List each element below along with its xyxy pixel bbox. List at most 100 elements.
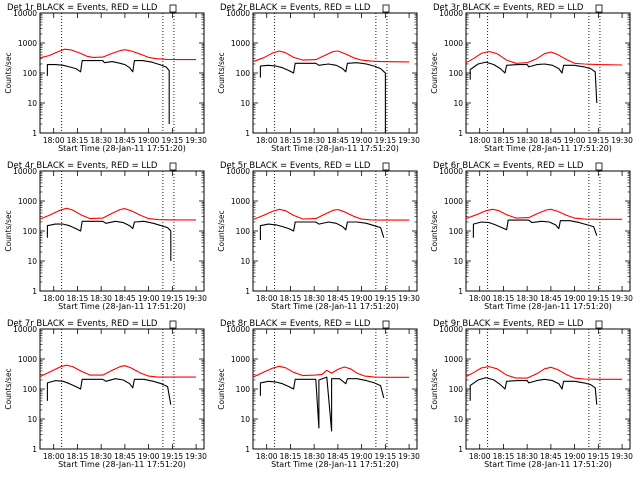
x-tick-label: 18:15 xyxy=(280,136,302,145)
x-tick-label: 18:15 xyxy=(493,136,515,145)
y-tick-label: 1 xyxy=(245,445,250,454)
chart-title: Det 2r BLACK = Events, RED = LLD xyxy=(220,3,371,13)
chart-panel-8: Det 8r BLACK = Events, RED = LLD 1 10 100 10… xyxy=(217,319,420,469)
chart-panel-6: Det 6r BLACK = Events, RED = LLD 1 10 100 10… xyxy=(430,161,633,311)
y-tick-label: 100 xyxy=(449,385,464,394)
y-tick-label: 100 xyxy=(236,385,251,394)
y-tick-label: 10 xyxy=(240,415,250,424)
chart-panel-1: Det 1r BLACK = Events, RED = LLD 1 10 100 10… xyxy=(4,3,207,153)
y-tick-label: 10000 xyxy=(226,325,250,334)
lld-rate-line xyxy=(252,365,410,378)
y-tick-label: 10000 xyxy=(13,325,37,334)
chart-panel-7: Det 7r BLACK = Events, RED = LLD 1 10 100 10… xyxy=(4,319,207,469)
chart-title: Det 1r BLACK = Events, RED = LLD xyxy=(7,3,158,13)
x-tick-label: 18:30 xyxy=(516,136,538,145)
y-tick-label: 100 xyxy=(23,69,38,78)
lld-rate-line xyxy=(39,364,197,378)
lld-rate-line xyxy=(465,208,623,220)
y-tick-label: 10 xyxy=(27,99,37,108)
events-rate-line xyxy=(46,378,172,405)
x-tick-label: 18:45 xyxy=(327,452,349,461)
y-tick-label: 10 xyxy=(453,99,463,108)
events-rate-line xyxy=(472,219,598,238)
x-tick-label: 19:30 xyxy=(398,136,420,145)
x-axis-label: Start Time (28-Jan-11 17:51:20) xyxy=(484,302,612,311)
y-tick-label: 1000 xyxy=(231,39,250,48)
chart-panel-4: Det 4r BLACK = Events, RED = LLD 1 10 100 10… xyxy=(4,161,207,311)
x-tick-label: 18:15 xyxy=(67,136,89,145)
x-tick-label: 18:30 xyxy=(516,294,538,303)
plot-frame xyxy=(465,12,631,134)
x-tick-label: 19:15 xyxy=(588,294,610,303)
y-tick-label: 10000 xyxy=(439,325,463,334)
x-tick-label: 18:30 xyxy=(90,452,112,461)
chart-title: Det 5r BLACK = Events, RED = LLD xyxy=(220,161,371,171)
y-tick-label: 1 xyxy=(458,445,463,454)
y-tick-label: 1000 xyxy=(231,355,250,364)
x-tick-label: 18:30 xyxy=(90,136,112,145)
x-tick-label: 18:45 xyxy=(114,452,136,461)
x-tick-label: 19:15 xyxy=(375,452,397,461)
y-axis-label: Counts/sec xyxy=(430,210,439,251)
lld-rate-line xyxy=(39,48,197,61)
events-rate-line xyxy=(469,61,598,104)
y-tick-label: 100 xyxy=(236,227,251,236)
lld-rate-line xyxy=(252,50,410,63)
x-tick-label: 19:30 xyxy=(611,294,633,303)
lld-rate-line xyxy=(465,366,623,380)
y-tick-label: 10000 xyxy=(13,9,37,18)
x-tick-label: 19:30 xyxy=(185,294,207,303)
x-tick-label: 18:00 xyxy=(256,294,278,303)
x-tick-label: 19:15 xyxy=(162,452,184,461)
x-tick-label: 18:45 xyxy=(540,452,562,461)
x-tick-label: 18:15 xyxy=(280,294,302,303)
chart-panel-3: Det 3r BLACK = Events, RED = LLD 1 10 100 10… xyxy=(430,3,633,153)
x-tick-label: 18:45 xyxy=(327,136,349,145)
y-tick-label: 10 xyxy=(240,257,250,266)
x-axis-label: Start Time (28-Jan-11 17:51:20) xyxy=(58,144,186,153)
x-tick-label: 19:00 xyxy=(564,294,586,303)
x-axis-label: Start Time (28-Jan-11 17:51:20) xyxy=(484,144,612,153)
x-tick-label: 18:00 xyxy=(256,452,278,461)
y-tick-label: 10000 xyxy=(226,167,250,176)
y-tick-label: 10000 xyxy=(439,167,463,176)
x-tick-label: 19:15 xyxy=(588,136,610,145)
x-tick-label: 19:15 xyxy=(162,294,184,303)
plot-frame xyxy=(39,12,205,134)
x-tick-label: 19:30 xyxy=(185,136,207,145)
y-tick-label: 1000 xyxy=(18,355,37,364)
legend-box-icon xyxy=(382,4,390,13)
legend-box-icon xyxy=(382,320,390,329)
y-tick-label: 1000 xyxy=(18,197,37,206)
x-tick-label: 19:00 xyxy=(138,136,160,145)
chart-title: Det 8r BLACK = Events, RED = LLD xyxy=(220,319,371,329)
y-axis-label: Counts/sec xyxy=(4,52,13,93)
x-tick-label: 19:15 xyxy=(375,136,397,145)
y-tick-label: 10 xyxy=(453,257,463,266)
x-tick-label: 19:15 xyxy=(162,136,184,145)
y-tick-label: 100 xyxy=(23,385,38,394)
chart-title: Det 3r BLACK = Events, RED = LLD xyxy=(433,3,584,13)
y-tick-label: 100 xyxy=(23,227,38,236)
x-tick-label: 19:30 xyxy=(611,136,633,145)
x-axis-label: Start Time (28-Jan-11 17:51:20) xyxy=(484,460,612,469)
plot-frame xyxy=(39,328,205,450)
y-tick-label: 1 xyxy=(32,129,37,138)
x-axis-label: Start Time (28-Jan-11 17:51:20) xyxy=(271,144,399,153)
x-tick-label: 18:30 xyxy=(303,452,325,461)
y-tick-label: 100 xyxy=(449,69,464,78)
x-tick-label: 18:15 xyxy=(67,452,89,461)
x-tick-label: 19:00 xyxy=(138,294,160,303)
x-tick-label: 18:15 xyxy=(280,452,302,461)
x-axis-label: Start Time (28-Jan-11 17:51:20) xyxy=(58,302,186,311)
legend-box-icon xyxy=(169,4,177,13)
x-tick-label: 19:30 xyxy=(398,452,420,461)
legend-box-icon xyxy=(595,320,603,329)
y-axis-label: Counts/sec xyxy=(4,210,13,251)
x-tick-label: 19:00 xyxy=(138,452,160,461)
legend-box-icon xyxy=(169,162,177,171)
y-tick-label: 10 xyxy=(27,415,37,424)
x-axis-label: Start Time (28-Jan-11 17:51:20) xyxy=(58,460,186,469)
x-tick-label: 19:15 xyxy=(375,294,397,303)
